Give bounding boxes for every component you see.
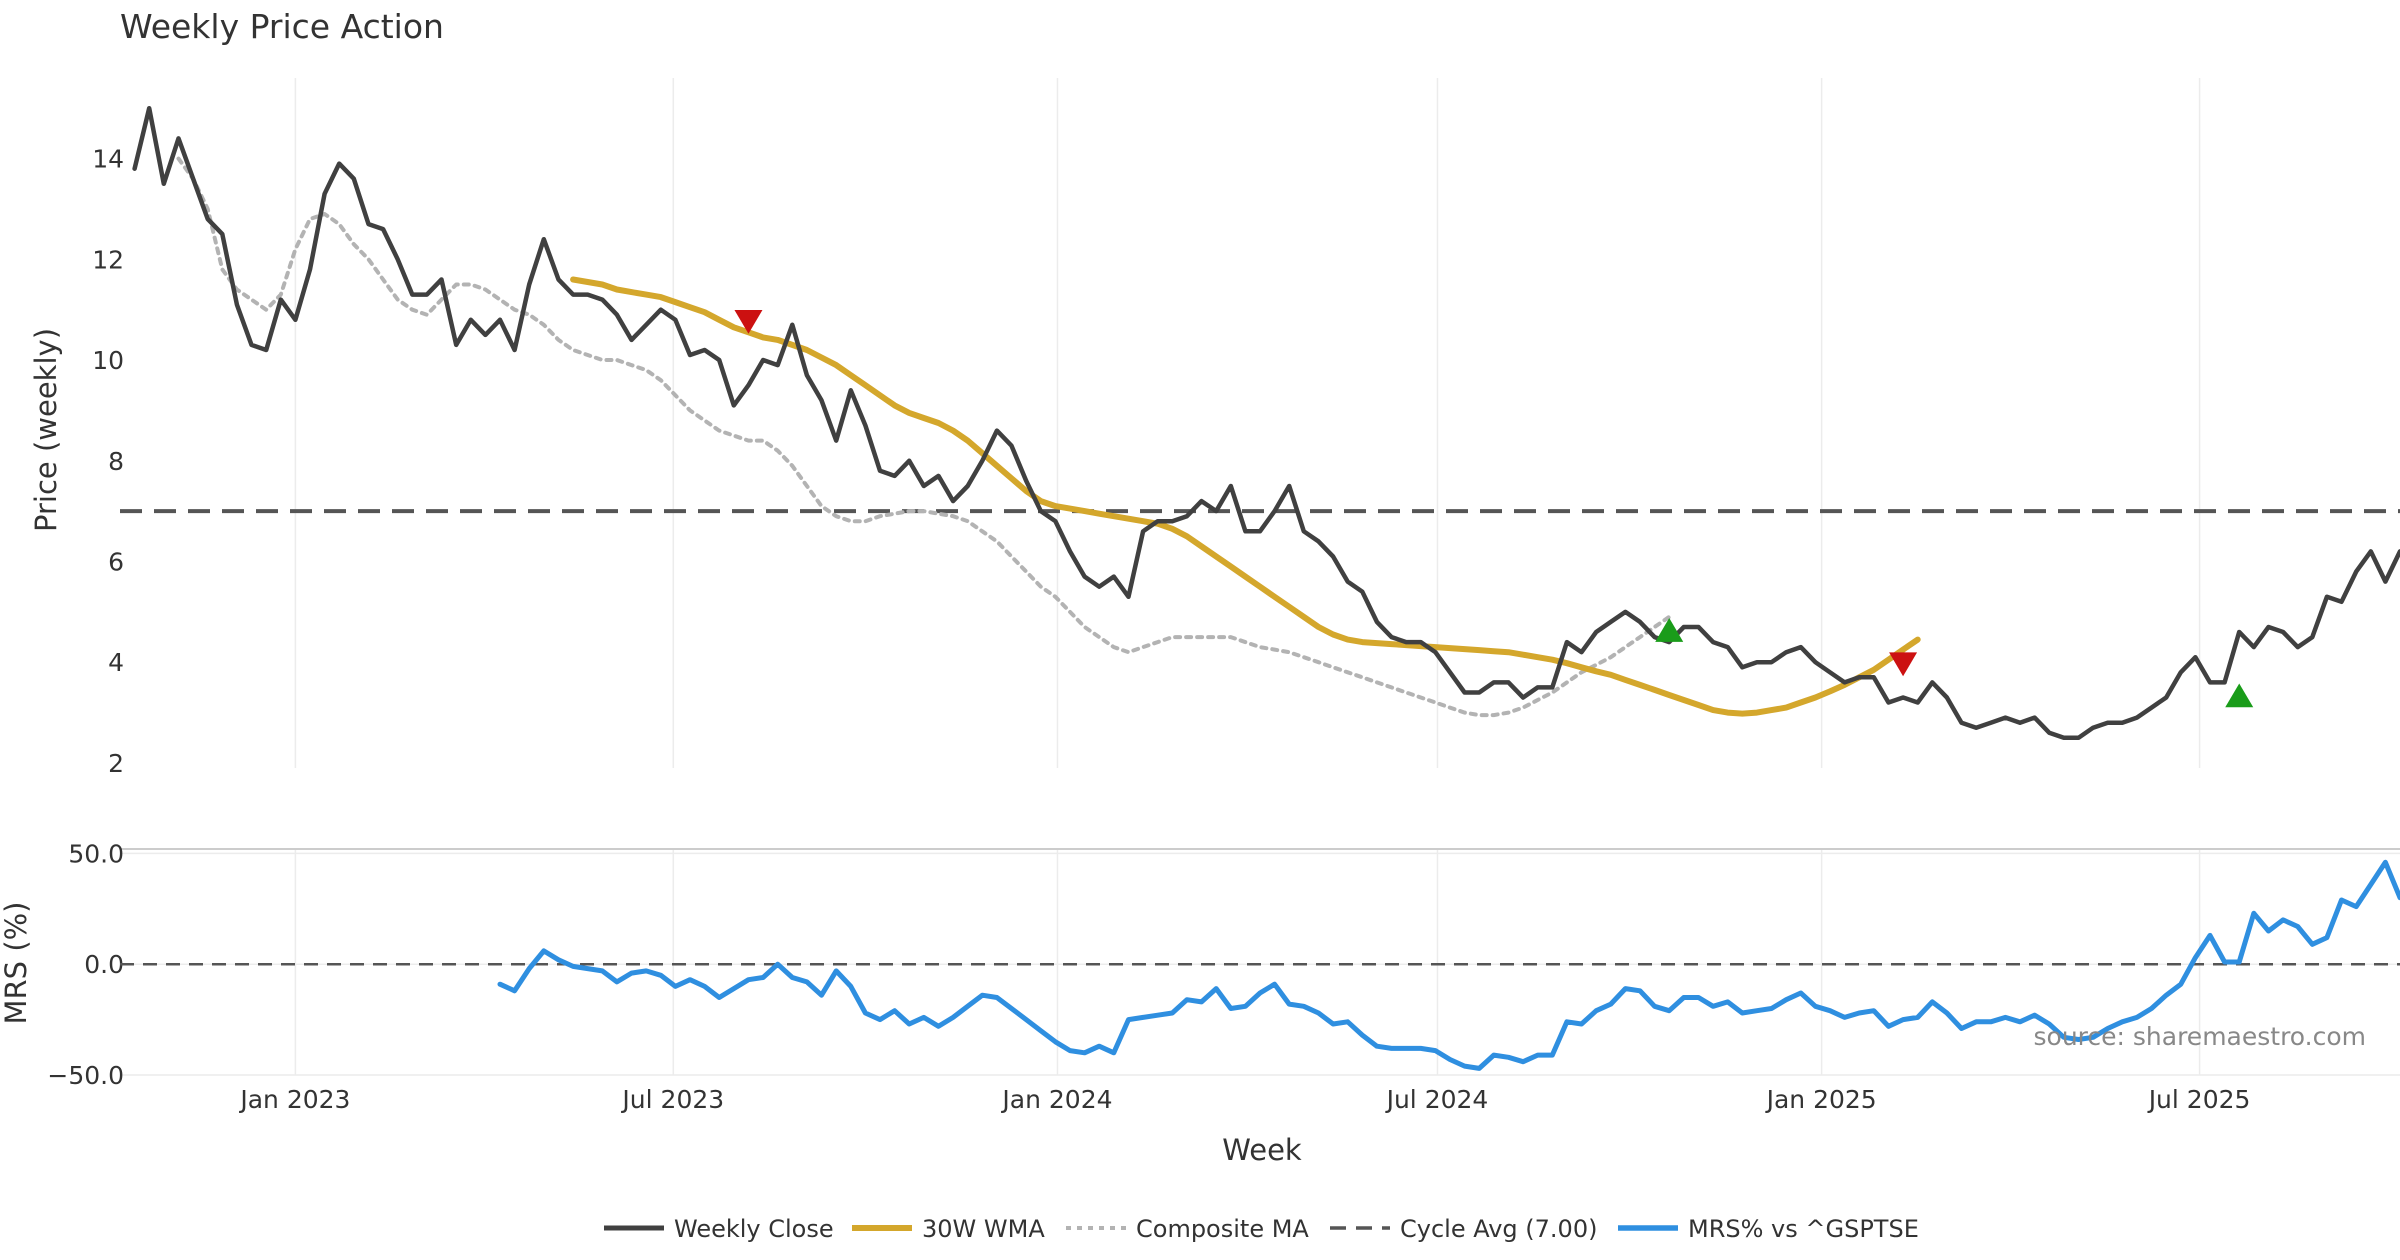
mrs-y-ticks: 50.0 0.0 −50.0 xyxy=(47,839,124,1090)
sell-signal-marker xyxy=(1889,652,1918,677)
legend-label: Cycle Avg (7.00) xyxy=(1400,1215,1597,1243)
x-tick-label: Jan 2025 xyxy=(1765,1085,1877,1114)
buy-signal-marker xyxy=(1655,618,1684,642)
price-y-tick-label: 12 xyxy=(92,245,124,274)
price-y-tick-label: 14 xyxy=(92,145,124,174)
sell-signal-marker xyxy=(734,309,763,334)
x-tick-label: Jan 2023 xyxy=(238,1085,350,1114)
x-tick-label: Jan 2024 xyxy=(1000,1085,1112,1114)
mrs-y-tick-label: 0.0 xyxy=(84,950,124,979)
legend-label: 30W WMA xyxy=(922,1215,1045,1243)
weekly-close-line xyxy=(132,105,2400,741)
wma-30w-line xyxy=(570,276,1921,717)
source-note: source: sharemaestro.com xyxy=(2034,1022,2367,1051)
mrs-y-tick-label: 50.0 xyxy=(68,839,124,868)
buy-signal-marker xyxy=(2225,683,2254,708)
x-tick-label: Jul 2023 xyxy=(620,1085,724,1114)
x-tick-label: Jul 2024 xyxy=(1385,1085,1489,1114)
legend-label: MRS% vs ^GSPTSE xyxy=(1688,1215,1919,1243)
x-ticks: Jan 2023 Jul 2023 Jan 2024 Jul 2024 Jan 2025… xyxy=(238,1085,2250,1114)
price-y-tick-label: 2 xyxy=(108,749,124,778)
mrs-line xyxy=(497,859,2400,1071)
signals xyxy=(734,309,2254,708)
x-axis-label: Week xyxy=(1222,1133,1302,1167)
composite-ma-line xyxy=(176,156,1672,718)
legend: Weekly Close 30W WMA Composite MA Cycle Avg… xyxy=(604,1215,1919,1243)
price-y-ticks: 2 4 6 8 10 12 14 xyxy=(92,145,124,778)
price-y-tick-label: 4 xyxy=(108,648,124,677)
price-y-axis-label: Price (weekly) xyxy=(29,328,63,532)
x-tick-label: Jul 2025 xyxy=(2147,1085,2251,1114)
legend-label: Composite MA xyxy=(1136,1215,1309,1243)
price-series xyxy=(132,105,2400,741)
price-y-tick-label: 8 xyxy=(108,447,124,476)
price-y-tick-label: 6 xyxy=(108,548,124,577)
price-y-tick-label: 10 xyxy=(92,346,124,375)
legend-label: Weekly Close xyxy=(674,1215,834,1243)
mrs-y-tick-label: −50.0 xyxy=(47,1061,124,1090)
mrs-y-axis-label: MRS (%) xyxy=(0,902,33,1025)
chart-title: Weekly Price Action xyxy=(120,7,444,46)
mrs-series xyxy=(497,859,2400,1071)
grid xyxy=(120,78,2400,1076)
